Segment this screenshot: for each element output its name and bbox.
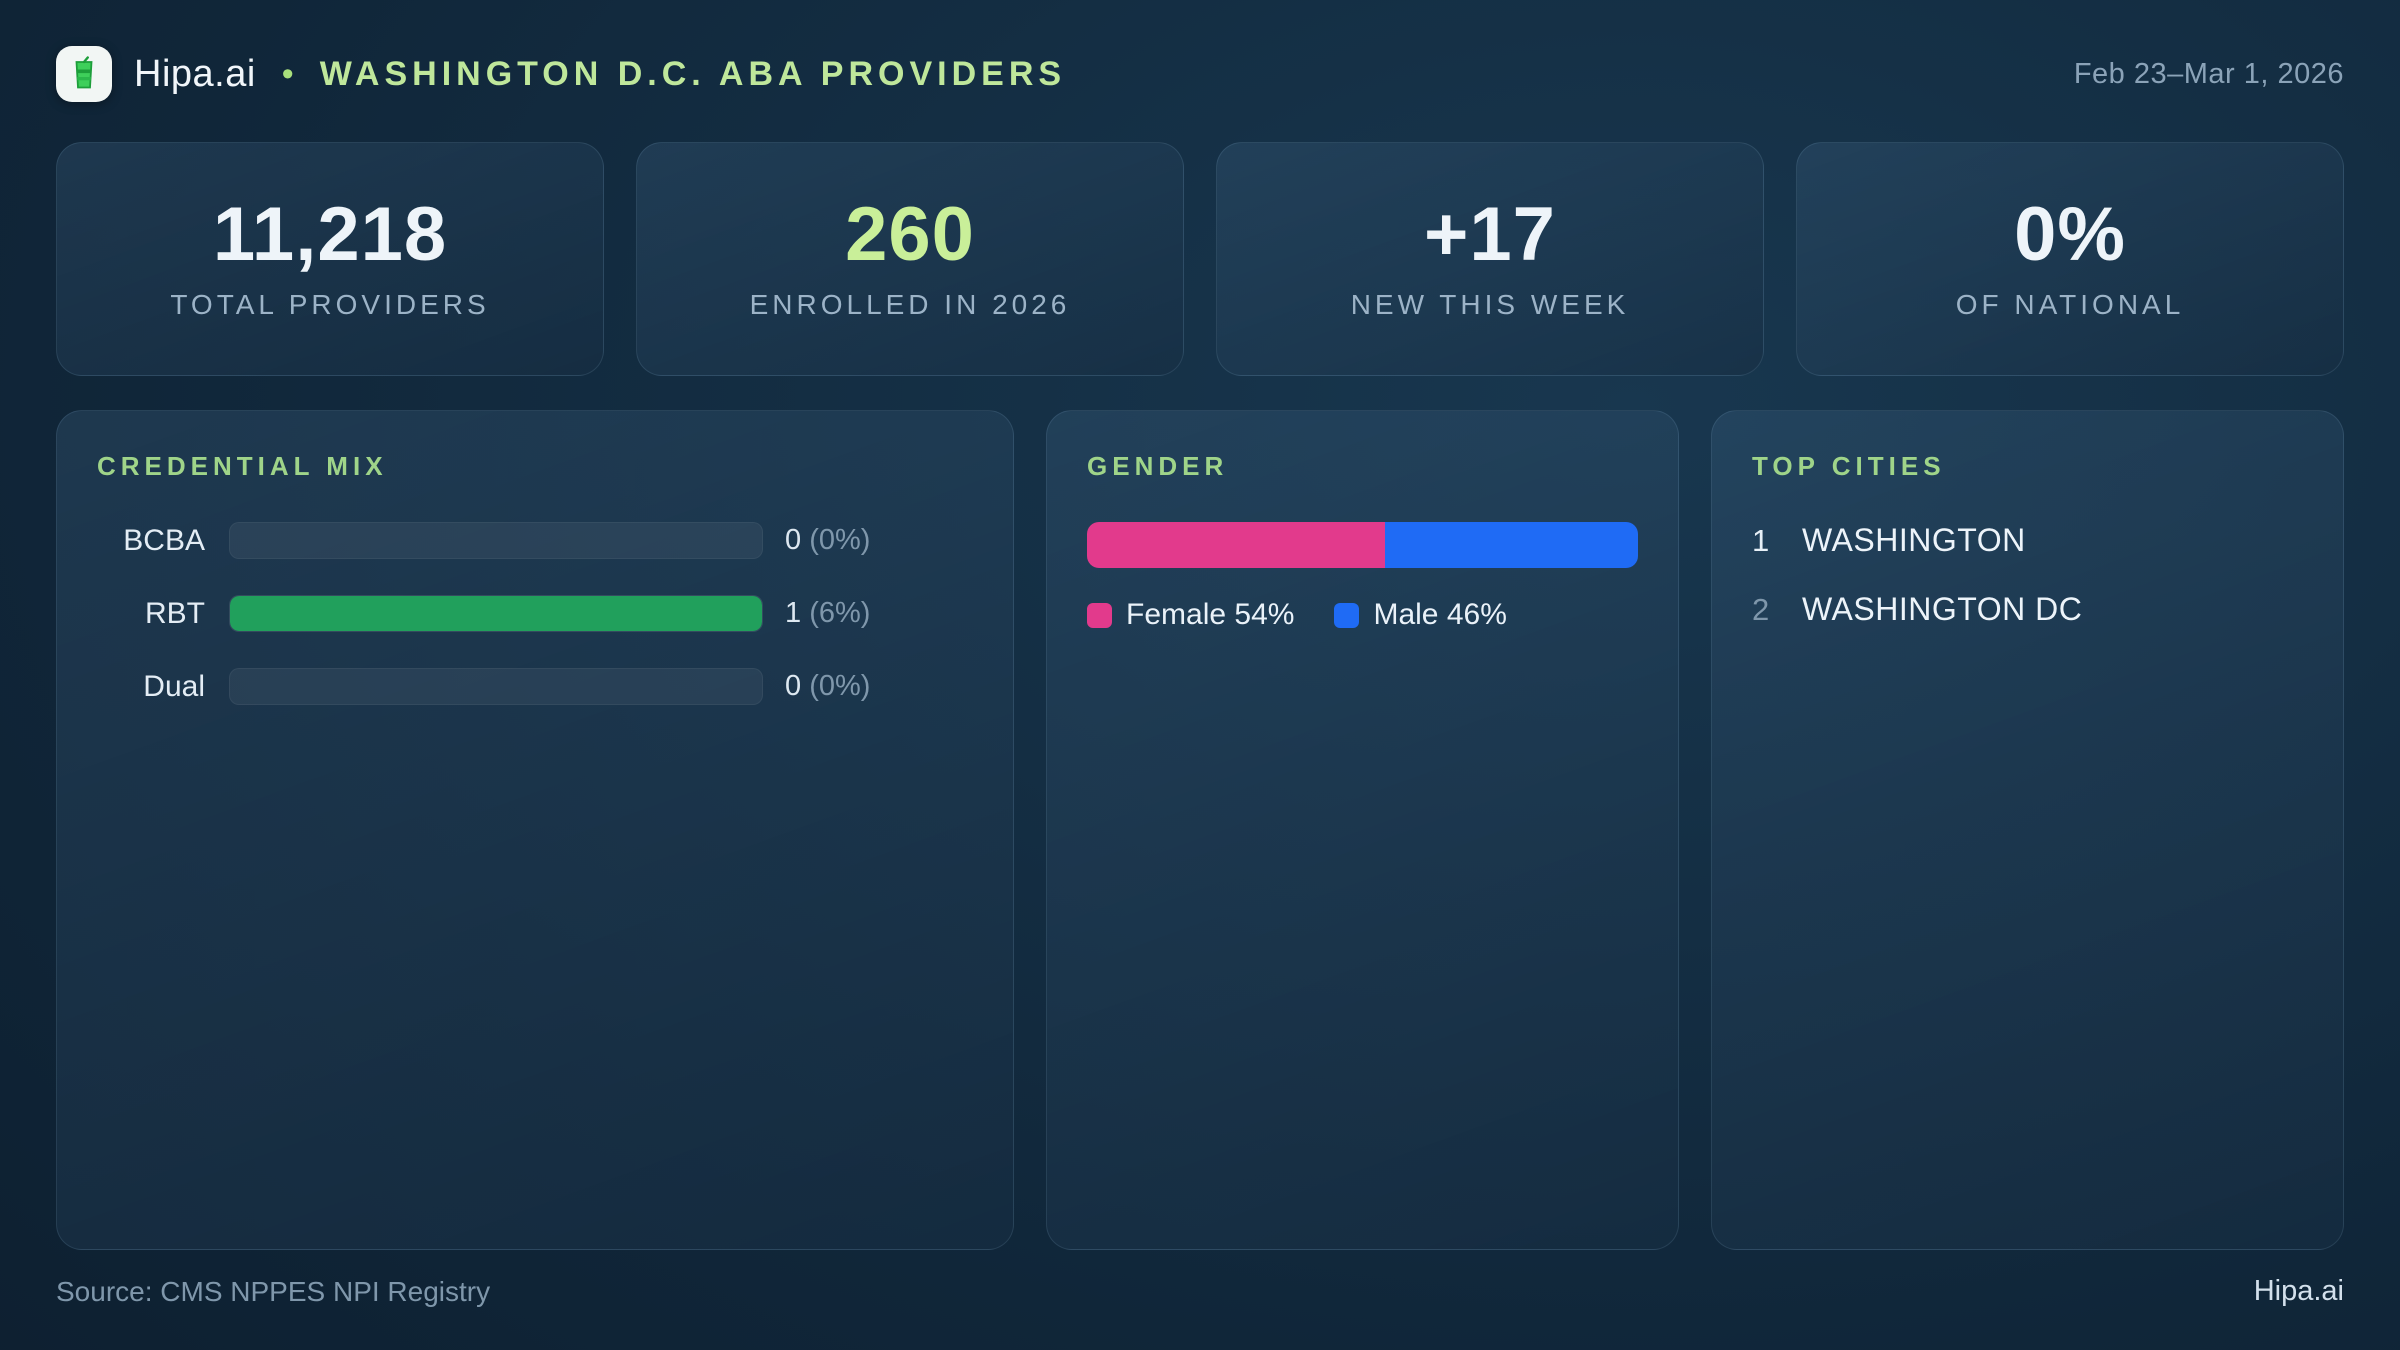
data-source: Source: CMS NPPES NPI Registry: [56, 1275, 491, 1307]
hipa-logo-icon: [56, 46, 112, 102]
stat-cards-row: 11,218 TOTAL PROVIDERS 260 ENROLLED IN 2…: [56, 142, 2344, 376]
credential-count: 1: [785, 597, 802, 629]
legend-item-male: Male 46%: [1334, 598, 1507, 632]
footer-brand: Hipa.ai: [2253, 1275, 2344, 1307]
green-drink-icon: [75, 56, 93, 89]
credential-mix-title: CREDENTIAL MIX: [97, 451, 388, 481]
city-rank: 1: [1752, 523, 1770, 558]
gender-legend: Female 54% Male 46%: [1087, 598, 1638, 632]
credential-bar-fill: [230, 596, 762, 631]
female-segment: [1087, 522, 1385, 568]
credential-bar-track: [229, 522, 763, 559]
legend-label: Female 54%: [1126, 598, 1295, 631]
credential-row-rbt: RBT 1 (6%): [97, 595, 973, 632]
credential-row-dual: Dual 0 (0%): [97, 668, 973, 705]
legend-label: Male 46%: [1373, 598, 1507, 631]
brand-group: Hipa.ai • WASHINGTON D.C. ABA PROVIDERS: [56, 46, 1066, 102]
credential-row-bcba: BCBA 0 (0%): [97, 522, 973, 559]
credential-value: 1 (6%): [785, 597, 870, 630]
page-title: WASHINGTON D.C. ABA PROVIDERS: [319, 54, 1067, 93]
credential-label: Dual: [143, 669, 205, 703]
gender-stacked-bar: [1087, 522, 1638, 568]
credential-bar-track: [229, 668, 763, 705]
city-list: 1 WASHINGTON 2 WASHINGTON DC: [1752, 522, 2303, 628]
stat-value: 0%: [2014, 192, 2126, 277]
male-swatch: [1334, 602, 1360, 628]
stat-label: ENROLLED IN 2026: [749, 289, 1071, 320]
credential-percent: (6%): [809, 597, 871, 629]
stat-label: TOTAL PROVIDERS: [170, 289, 490, 320]
stat-label: OF NATIONAL: [1955, 289, 2185, 320]
footer: Source: CMS NPPES NPI Registry Hipa.ai: [56, 1275, 2344, 1308]
city-rank: 2: [1752, 592, 1770, 627]
panels-row: CREDENTIAL MIX BCBA 0 (0%) RBT 1 (6%) Du…: [56, 410, 2344, 1250]
stat-card-of-national: 0% OF NATIONAL: [1796, 142, 2344, 376]
credential-value: 0 (0%): [785, 524, 870, 557]
city-row: 1 WASHINGTON: [1752, 522, 2303, 559]
date-range: Feb 23–Mar 1, 2026: [2073, 57, 2344, 90]
credential-label: BCBA: [123, 523, 205, 557]
city-name: WASHINGTON: [1802, 522, 2026, 558]
stat-value: 260: [845, 192, 975, 277]
male-segment: [1384, 522, 1638, 568]
credential-mix-panel: CREDENTIAL MIX BCBA 0 (0%) RBT 1 (6%) Du…: [56, 410, 1015, 1250]
gender-title: GENDER: [1087, 451, 1229, 481]
stat-card-total-providers: 11,218 TOTAL PROVIDERS: [56, 142, 604, 376]
credential-percent: (0%): [809, 670, 871, 702]
top-cities-title: TOP CITIES: [1752, 451, 1946, 481]
city-name: WASHINGTON DC: [1802, 591, 2083, 627]
credential-percent: (0%): [809, 524, 871, 556]
brand-name: Hipa.ai: [134, 52, 256, 95]
female-swatch: [1087, 602, 1113, 628]
credential-bar-track: [229, 595, 763, 632]
credential-label: RBT: [145, 596, 205, 630]
gender-panel: GENDER Female 54% Male 46%: [1046, 410, 1680, 1250]
credential-count: 0: [785, 524, 802, 556]
stat-card-enrolled-2026: 260 ENROLLED IN 2026: [636, 142, 1184, 376]
header: Hipa.ai • WASHINGTON D.C. ABA PROVIDERS …: [56, 46, 2344, 102]
separator-dot: •: [281, 54, 294, 93]
top-cities-panel: TOP CITIES 1 WASHINGTON 2 WASHINGTON DC: [1711, 410, 2344, 1250]
stat-label: NEW THIS WEEK: [1350, 289, 1630, 320]
stat-card-new-this-week: +17 NEW THIS WEEK: [1216, 142, 1764, 376]
stat-value: 11,218: [212, 192, 448, 277]
legend-item-female: Female 54%: [1087, 598, 1294, 632]
credential-count: 0: [785, 670, 802, 702]
city-row: 2 WASHINGTON DC: [1752, 591, 2303, 628]
stat-value: +17: [1424, 192, 1556, 277]
credential-value: 0 (0%): [785, 670, 870, 703]
